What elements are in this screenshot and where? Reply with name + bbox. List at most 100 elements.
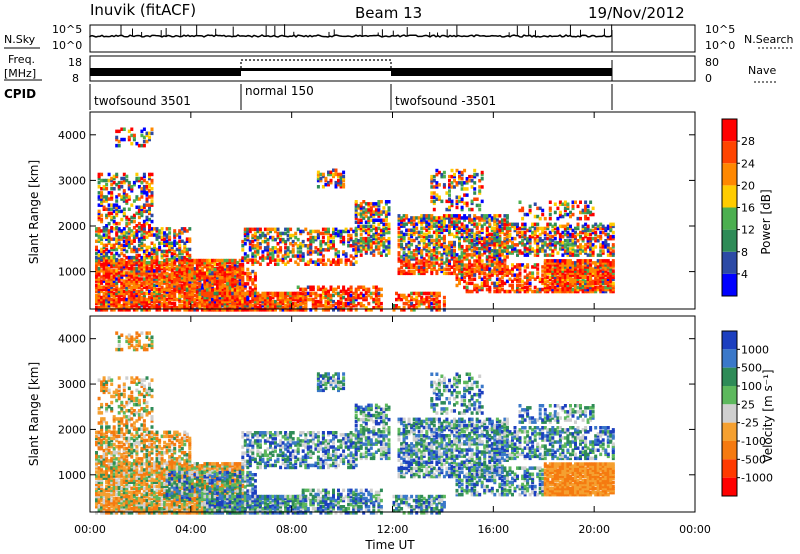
power-cell: [435, 291, 439, 296]
power-cell: [148, 281, 151, 285]
power-cell: [251, 252, 255, 256]
power-cell: [548, 230, 552, 235]
power-cell: [140, 269, 144, 273]
power-cell: [221, 293, 225, 298]
power-cell: [120, 306, 124, 310]
power-cell: [281, 291, 285, 296]
power-cell: [432, 230, 436, 235]
power-cell: [483, 242, 487, 247]
power-cell: [137, 260, 141, 265]
power-cell: [195, 304, 199, 308]
power-cell: [334, 301, 338, 306]
power-cell: [422, 240, 426, 245]
power-cell: [130, 273, 134, 277]
power-cell: [107, 178, 111, 183]
power-cell: [339, 260, 343, 264]
power-cell: [448, 207, 451, 212]
power-cell: [216, 291, 219, 296]
power-cell: [185, 251, 189, 256]
power-cell: [137, 269, 141, 273]
power-cell: [125, 237, 129, 241]
power-cell: [485, 228, 489, 232]
power-cell: [127, 239, 131, 243]
power-cell: [591, 236, 595, 241]
power-cell: [286, 308, 290, 312]
power-cell: [150, 180, 154, 185]
power-cell: [551, 228, 555, 233]
power-cell: [415, 226, 419, 230]
power-cell: [258, 235, 262, 240]
power-cell: [150, 241, 154, 245]
power-cell: [228, 286, 232, 290]
power-cell: [379, 241, 383, 245]
power-cell: [359, 301, 363, 306]
power-cell: [276, 291, 280, 296]
power-cell: [135, 262, 139, 267]
power-cell: [460, 247, 464, 251]
power-cell: [495, 251, 499, 255]
power-cell: [417, 220, 421, 224]
power-cell: [198, 288, 202, 292]
power-cell: [357, 245, 361, 249]
power-cell: [369, 241, 373, 245]
power-cell: [415, 297, 419, 302]
power-cell: [332, 235, 335, 240]
power-cell: [148, 172, 151, 177]
power-cell: [364, 228, 368, 233]
power-cell: [241, 286, 245, 290]
power-cell: [213, 271, 217, 276]
power-cell: [284, 250, 288, 254]
power-cell: [493, 220, 497, 224]
power-cell: [165, 249, 169, 254]
power-cell: [440, 172, 444, 177]
power-cell: [289, 308, 293, 312]
power-cell: [500, 222, 504, 227]
power-cell: [465, 247, 469, 251]
power-cell: [122, 197, 126, 201]
power-cell: [200, 304, 204, 308]
power-cell: [314, 293, 318, 298]
power-cell: [473, 234, 477, 239]
power-cell: [140, 287, 144, 292]
power-cell: [223, 265, 227, 269]
power-cell: [327, 308, 330, 312]
power-cell: [579, 234, 582, 239]
power-cell: [117, 185, 121, 189]
power-cell: [344, 227, 348, 232]
power-cell: [420, 265, 424, 269]
power-cell: [558, 239, 562, 243]
power-cell: [309, 246, 313, 250]
power-cell: [437, 222, 441, 226]
power-cell: [561, 247, 565, 251]
power-cell: [216, 262, 219, 267]
power-cell: [531, 234, 535, 239]
power-cell: [160, 287, 164, 292]
power-cell: [357, 287, 361, 292]
power-cell: [505, 222, 509, 226]
power-cell: [120, 304, 124, 308]
power-cell: [440, 174, 444, 179]
power-cell: [483, 275, 487, 279]
power-cell: [437, 251, 441, 255]
power-cell: [145, 217, 149, 222]
power-cell: [427, 216, 431, 220]
power-cell: [132, 137, 136, 142]
power-cell: [498, 257, 502, 261]
power-cell: [168, 273, 172, 277]
power-cell: [208, 282, 212, 286]
power-cell: [112, 174, 116, 179]
power-cell: [437, 257, 441, 261]
power-cell: [132, 267, 136, 271]
power-cell: [271, 299, 275, 304]
power-cell: [115, 231, 119, 235]
power-cell: [327, 239, 330, 244]
power-cell: [110, 291, 114, 296]
power-cell: [377, 293, 381, 298]
power-cell: [231, 260, 235, 265]
power-cell: [127, 267, 131, 271]
power-cell: [127, 195, 131, 199]
power-cell: [253, 271, 257, 276]
power-cell: [110, 271, 114, 275]
power-cell: [493, 244, 497, 249]
power-cell: [344, 252, 348, 256]
